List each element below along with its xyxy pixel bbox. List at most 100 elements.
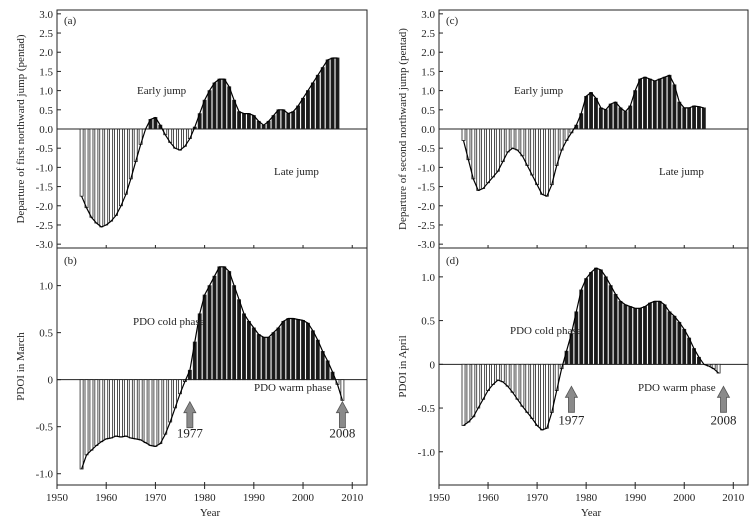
y-tick-label: 2.0 (421, 47, 435, 59)
data-bar (310, 330, 315, 381)
panel-b: 1.0 0.5 0 -0.5 -1.0 (b) PDO cold phase PDO warm… (15, 247, 368, 486)
data-bar (79, 128, 84, 197)
data-bar (104, 128, 109, 226)
data-bar (217, 78, 222, 130)
y-tick-label: 2.5 (39, 28, 53, 40)
data-bar (227, 271, 232, 381)
data-bar (697, 106, 701, 130)
data-bar (222, 78, 227, 130)
data-bar (643, 306, 647, 365)
data-bar (466, 363, 471, 423)
data-bar (677, 321, 682, 365)
data-bar (281, 109, 286, 130)
x-axis-right: 1950 1960 1970 1980 1990 2000 2010 (428, 485, 745, 504)
y-tick-label: 1.0 (421, 86, 435, 98)
data-bar (603, 109, 608, 130)
data-bar (692, 105, 696, 130)
data-bar (574, 311, 579, 365)
x-axis-title-left: Year (200, 507, 221, 519)
y-tick-label: -0.5 (36, 143, 54, 155)
data-bar (544, 128, 549, 197)
x-tick-label: 1990 (243, 492, 266, 504)
data-bar (544, 363, 549, 429)
data-bar (643, 76, 647, 130)
annotation: PDO cold phase (133, 316, 205, 328)
data-bar (84, 128, 89, 209)
y-tick-label: 0.5 (39, 105, 53, 117)
y-tick-label: 0.0 (39, 124, 53, 136)
data-bar (291, 111, 296, 130)
x-axis-left: 1950 1960 1970 1980 1990 2000 2010 (46, 485, 364, 504)
data-bar (510, 128, 515, 149)
data-bar (143, 379, 148, 444)
data-bar (647, 302, 652, 365)
data-bar (618, 300, 623, 365)
data-bar (662, 304, 667, 365)
data-bar (89, 128, 94, 218)
data-bar (306, 90, 310, 130)
data-bar (638, 78, 643, 130)
data-bar (207, 90, 212, 130)
y-tick-label: 1.0 (39, 86, 53, 98)
y-tick-label: 1.5 (39, 66, 53, 78)
year-marker-label: 1977 (177, 426, 204, 441)
data-bar (633, 90, 638, 130)
data-bar (119, 128, 123, 207)
data-bar (540, 363, 544, 431)
y-tick-label: -0.5 (418, 143, 436, 155)
data-bar (79, 379, 84, 470)
data-bar (530, 128, 535, 176)
y-tick-label: -0.5 (418, 403, 436, 415)
envelope-curve (81, 266, 343, 470)
data-bar (330, 57, 335, 130)
data-bar (677, 101, 682, 130)
data-bar (261, 336, 266, 381)
data-bar (535, 363, 540, 426)
data-bar (495, 128, 500, 172)
data-bar (310, 82, 315, 130)
y-tick-label: 2.5 (421, 28, 435, 40)
y-axis-title: PDOI in April (397, 335, 409, 397)
data-bar (647, 78, 652, 130)
y-tick-label: -3.0 (36, 239, 54, 251)
data-bar (306, 322, 310, 381)
data-bar (123, 128, 128, 195)
y-tick-label: 0.5 (39, 328, 53, 340)
data-bar (657, 78, 662, 130)
data-bar (163, 379, 168, 435)
data-bar (618, 107, 623, 130)
data-bar (232, 99, 237, 130)
data-bar (335, 57, 340, 130)
y-tick-label: 1.0 (421, 272, 435, 284)
panel-d: 1.0 0.5 0 -0.5 -1.0 (d) PDO cold phase PDO warm… (397, 247, 749, 486)
data-bar (109, 128, 114, 222)
annotation: Early jump (137, 85, 187, 97)
data-bar (598, 269, 603, 365)
data-bar (119, 379, 123, 438)
data-bar (500, 363, 505, 383)
data-bar (128, 128, 133, 180)
data-bar (608, 285, 613, 365)
data-bar (500, 128, 505, 163)
data-bar (242, 313, 246, 381)
data-bar (652, 300, 657, 365)
data-bar (554, 128, 559, 166)
data-bar (246, 320, 251, 381)
data-bar (495, 363, 500, 381)
data-bar (628, 306, 633, 365)
data-bar (320, 67, 325, 130)
data-bar (104, 379, 109, 440)
x-tick-label: 1990 (624, 492, 647, 504)
data-bar (657, 300, 662, 365)
data-bar (662, 76, 667, 130)
y-tick-label: -2.5 (36, 220, 54, 232)
panel-label: (c) (446, 15, 459, 27)
data-bar (540, 128, 544, 195)
y-tick-label: 0 (430, 359, 436, 371)
data-bar (89, 379, 94, 451)
data-bar (672, 315, 677, 365)
data-bar (251, 327, 256, 381)
data-bar (256, 334, 261, 381)
data-bar (594, 267, 598, 365)
